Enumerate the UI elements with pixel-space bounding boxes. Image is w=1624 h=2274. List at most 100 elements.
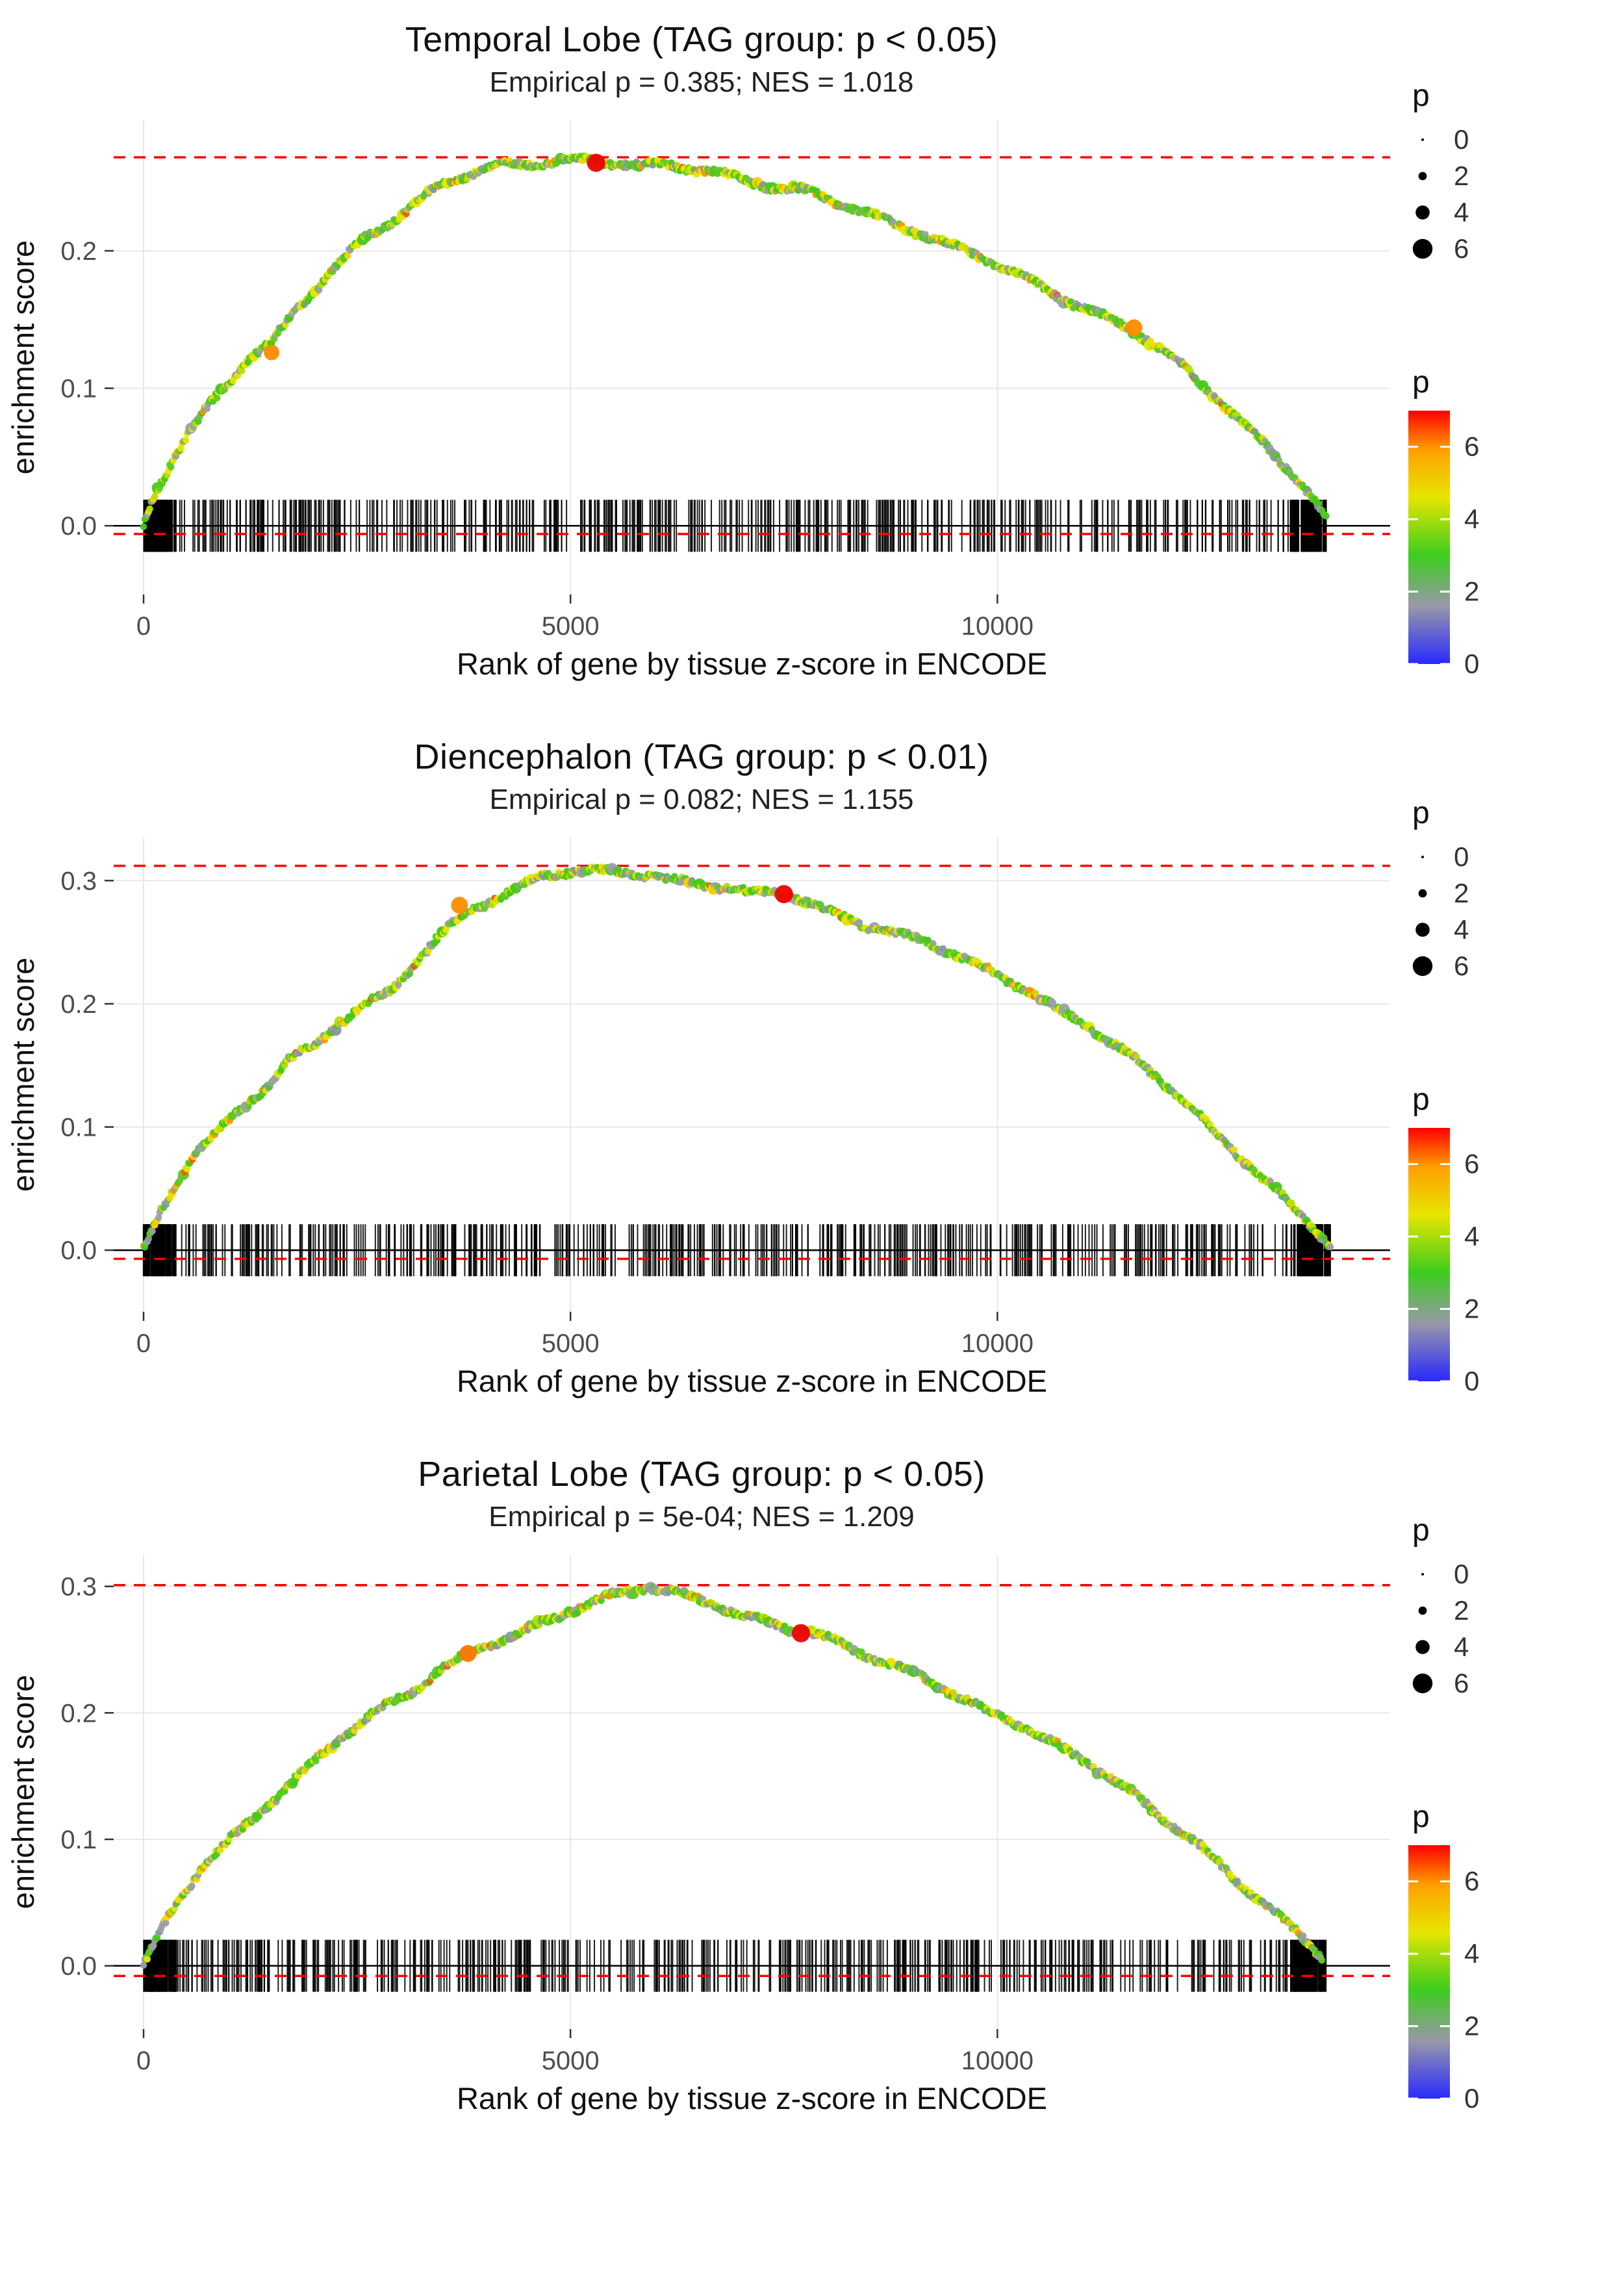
svg-text:0.1: 0.1 [60,375,97,403]
size-legend-title: p [1412,796,1430,830]
size-legend-items: 0 2 4 6 [1412,1559,1469,1698]
color-legend: p 0 2 4 6 [1403,1082,1611,1407]
size-legend-dot [1412,238,1433,259]
chart-subtitle: Empirical p = 0.082; NES = 1.155 [489,784,914,815]
size-legend-label: 0 [1454,124,1469,155]
plot-column: Diencephalon (TAG group: p < 0.01) Empir… [0,733,1403,1412]
size-legend: p 0 2 4 6 [1403,78,1611,280]
size-legend-title: p [1412,1513,1430,1548]
size-legend-label: 2 [1454,1595,1469,1626]
size-legend-dot [1421,856,1424,858]
x-axis-title: Rank of gene by tissue z-score in ENCODE [457,1364,1047,1398]
colorbar-tick-label: 4 [1464,1221,1479,1251]
svg-text:0.2: 0.2 [60,237,97,266]
colorbar-tick-label: 2 [1464,576,1479,607]
size-legend-items: 0 2 4 6 [1412,841,1469,981]
color-legend-bar: 0 2 4 6 [1408,1128,1479,1396]
svg-text:10000: 10000 [961,612,1034,641]
legend-column: p 0 2 4 6 p 0 2 4 6 [1403,733,1611,1407]
svg-text:0: 0 [136,1329,151,1358]
size-legend-label: 6 [1454,1668,1469,1698]
chart-title: Diencephalon (TAG group: p < 0.01) [414,737,989,776]
colorbar-tick-label: 0 [1464,648,1479,679]
legend-column: p 0 2 4 6 p 0 2 4 6 [1403,16,1611,690]
size-legend-dot [1421,138,1424,141]
y-axis-title: enrichment score [6,240,40,475]
colorbar-tick-label: 6 [1464,1866,1479,1897]
y-axis-title: enrichment score [6,958,40,1192]
color-legend-title: p [1412,1800,1430,1834]
colorbar-tick-label: 6 [1464,431,1479,462]
colorbar-tick-label: 2 [1464,2011,1479,2041]
chart-subtitle: Empirical p = 0.385; NES = 1.018 [489,66,914,98]
size-legend-label: 0 [1454,1559,1469,1589]
colorbar-tick-label: 0 [1464,2083,1479,2114]
colorbar-gradient [1408,1128,1450,1381]
size-legend-title: p [1412,79,1430,113]
size-legend-dot [1418,889,1427,898]
size-legend-label: 6 [1454,233,1469,264]
size-legend-items: 0 2 4 6 [1412,124,1469,264]
enrichment-curve [140,1581,1326,1969]
size-legend-label: 2 [1454,160,1469,191]
svg-text:5000: 5000 [542,1329,600,1358]
es-reference-lines [114,864,1390,1260]
es-reference-lines [114,1583,1390,1977]
color-legend-bar: 0 2 4 6 [1408,411,1479,679]
chart-subtitle: Empirical p = 5e-04; NES = 1.209 [488,1501,915,1533]
panel-parietal-lobe: Parietal Lobe (TAG group: p < 0.05) Empi… [0,1450,1624,2130]
size-legend-dot [1412,956,1433,977]
size-legend-label: 0 [1454,841,1469,872]
size-legend-label: 4 [1454,197,1469,227]
gsea-enrichment-figure: Temporal Lobe (TAG group: p < 0.05) Empi… [0,16,1624,2130]
chart-title: Parietal Lobe (TAG group: p < 0.05) [418,1455,985,1494]
color-legend: p 0 2 4 6 [1403,1799,1611,2125]
color-legend-bar: 0 2 4 6 [1408,1845,1479,2114]
es-reference-lines [114,156,1390,535]
svg-text:0.2: 0.2 [60,990,97,1019]
y-axis-title: enrichment score [6,1675,40,1910]
size-legend-dot [1415,923,1430,937]
enrichment-curve [140,152,1330,530]
panel-temporal-lobe: Temporal Lobe (TAG group: p < 0.05) Empi… [0,16,1624,695]
colorbar-tick-label: 0 [1464,1366,1479,1396]
colorbar-tick-label: 4 [1464,504,1479,534]
svg-text:0.3: 0.3 [60,867,97,895]
highlight-points [459,1624,811,1662]
size-legend-dot [1412,1673,1433,1694]
size-legend: p 0 2 4 6 [1403,1513,1611,1715]
gridlines [114,837,1390,1312]
svg-text:10000: 10000 [961,1329,1034,1358]
x-axis-title: Rank of gene by tissue z-score in ENCODE [457,646,1047,681]
size-legend-dot [1418,172,1427,181]
size-legend-dot [1418,1606,1427,1615]
size-legend-label: 4 [1454,914,1469,945]
svg-text:0: 0 [136,612,151,641]
axes: 0 5000 10000 0.0 0.1 0.2 [60,237,1034,641]
highlight-points [264,153,1143,361]
svg-text:5000: 5000 [542,612,600,641]
color-legend-title: p [1412,1082,1430,1117]
legend-column: p 0 2 4 6 p 0 2 4 6 [1403,1450,1611,2125]
panel-diencephalon: Diencephalon (TAG group: p < 0.01) Empir… [0,733,1624,1412]
size-legend: p 0 2 4 6 [1403,795,1611,997]
colorbar-tick-label: 2 [1464,1294,1479,1324]
enrichment-plot: 0 5000 10000 0.0 0.1 0.2 Rank of gene by tissu… [6,120,1390,681]
colorbar-gradient [1408,1845,1450,2099]
colorbar-tick-label: 4 [1464,1938,1479,1969]
enrichment-curve [140,863,1334,1251]
plot-column: Temporal Lobe (TAG group: p < 0.05) Empi… [0,16,1403,695]
svg-text:0.0: 0.0 [60,1236,97,1265]
size-legend-dot [1421,1573,1424,1576]
x-axis-title: Rank of gene by tissue z-score in ENCODE [457,2081,1047,2115]
size-legend-dot [1415,1640,1430,1654]
color-legend: p 0 2 4 6 [1403,364,1611,690]
highlight-points [451,885,793,914]
size-legend-label: 2 [1454,878,1469,908]
color-legend-title: p [1412,365,1430,400]
gene-rug-marks [143,1939,1327,1992]
